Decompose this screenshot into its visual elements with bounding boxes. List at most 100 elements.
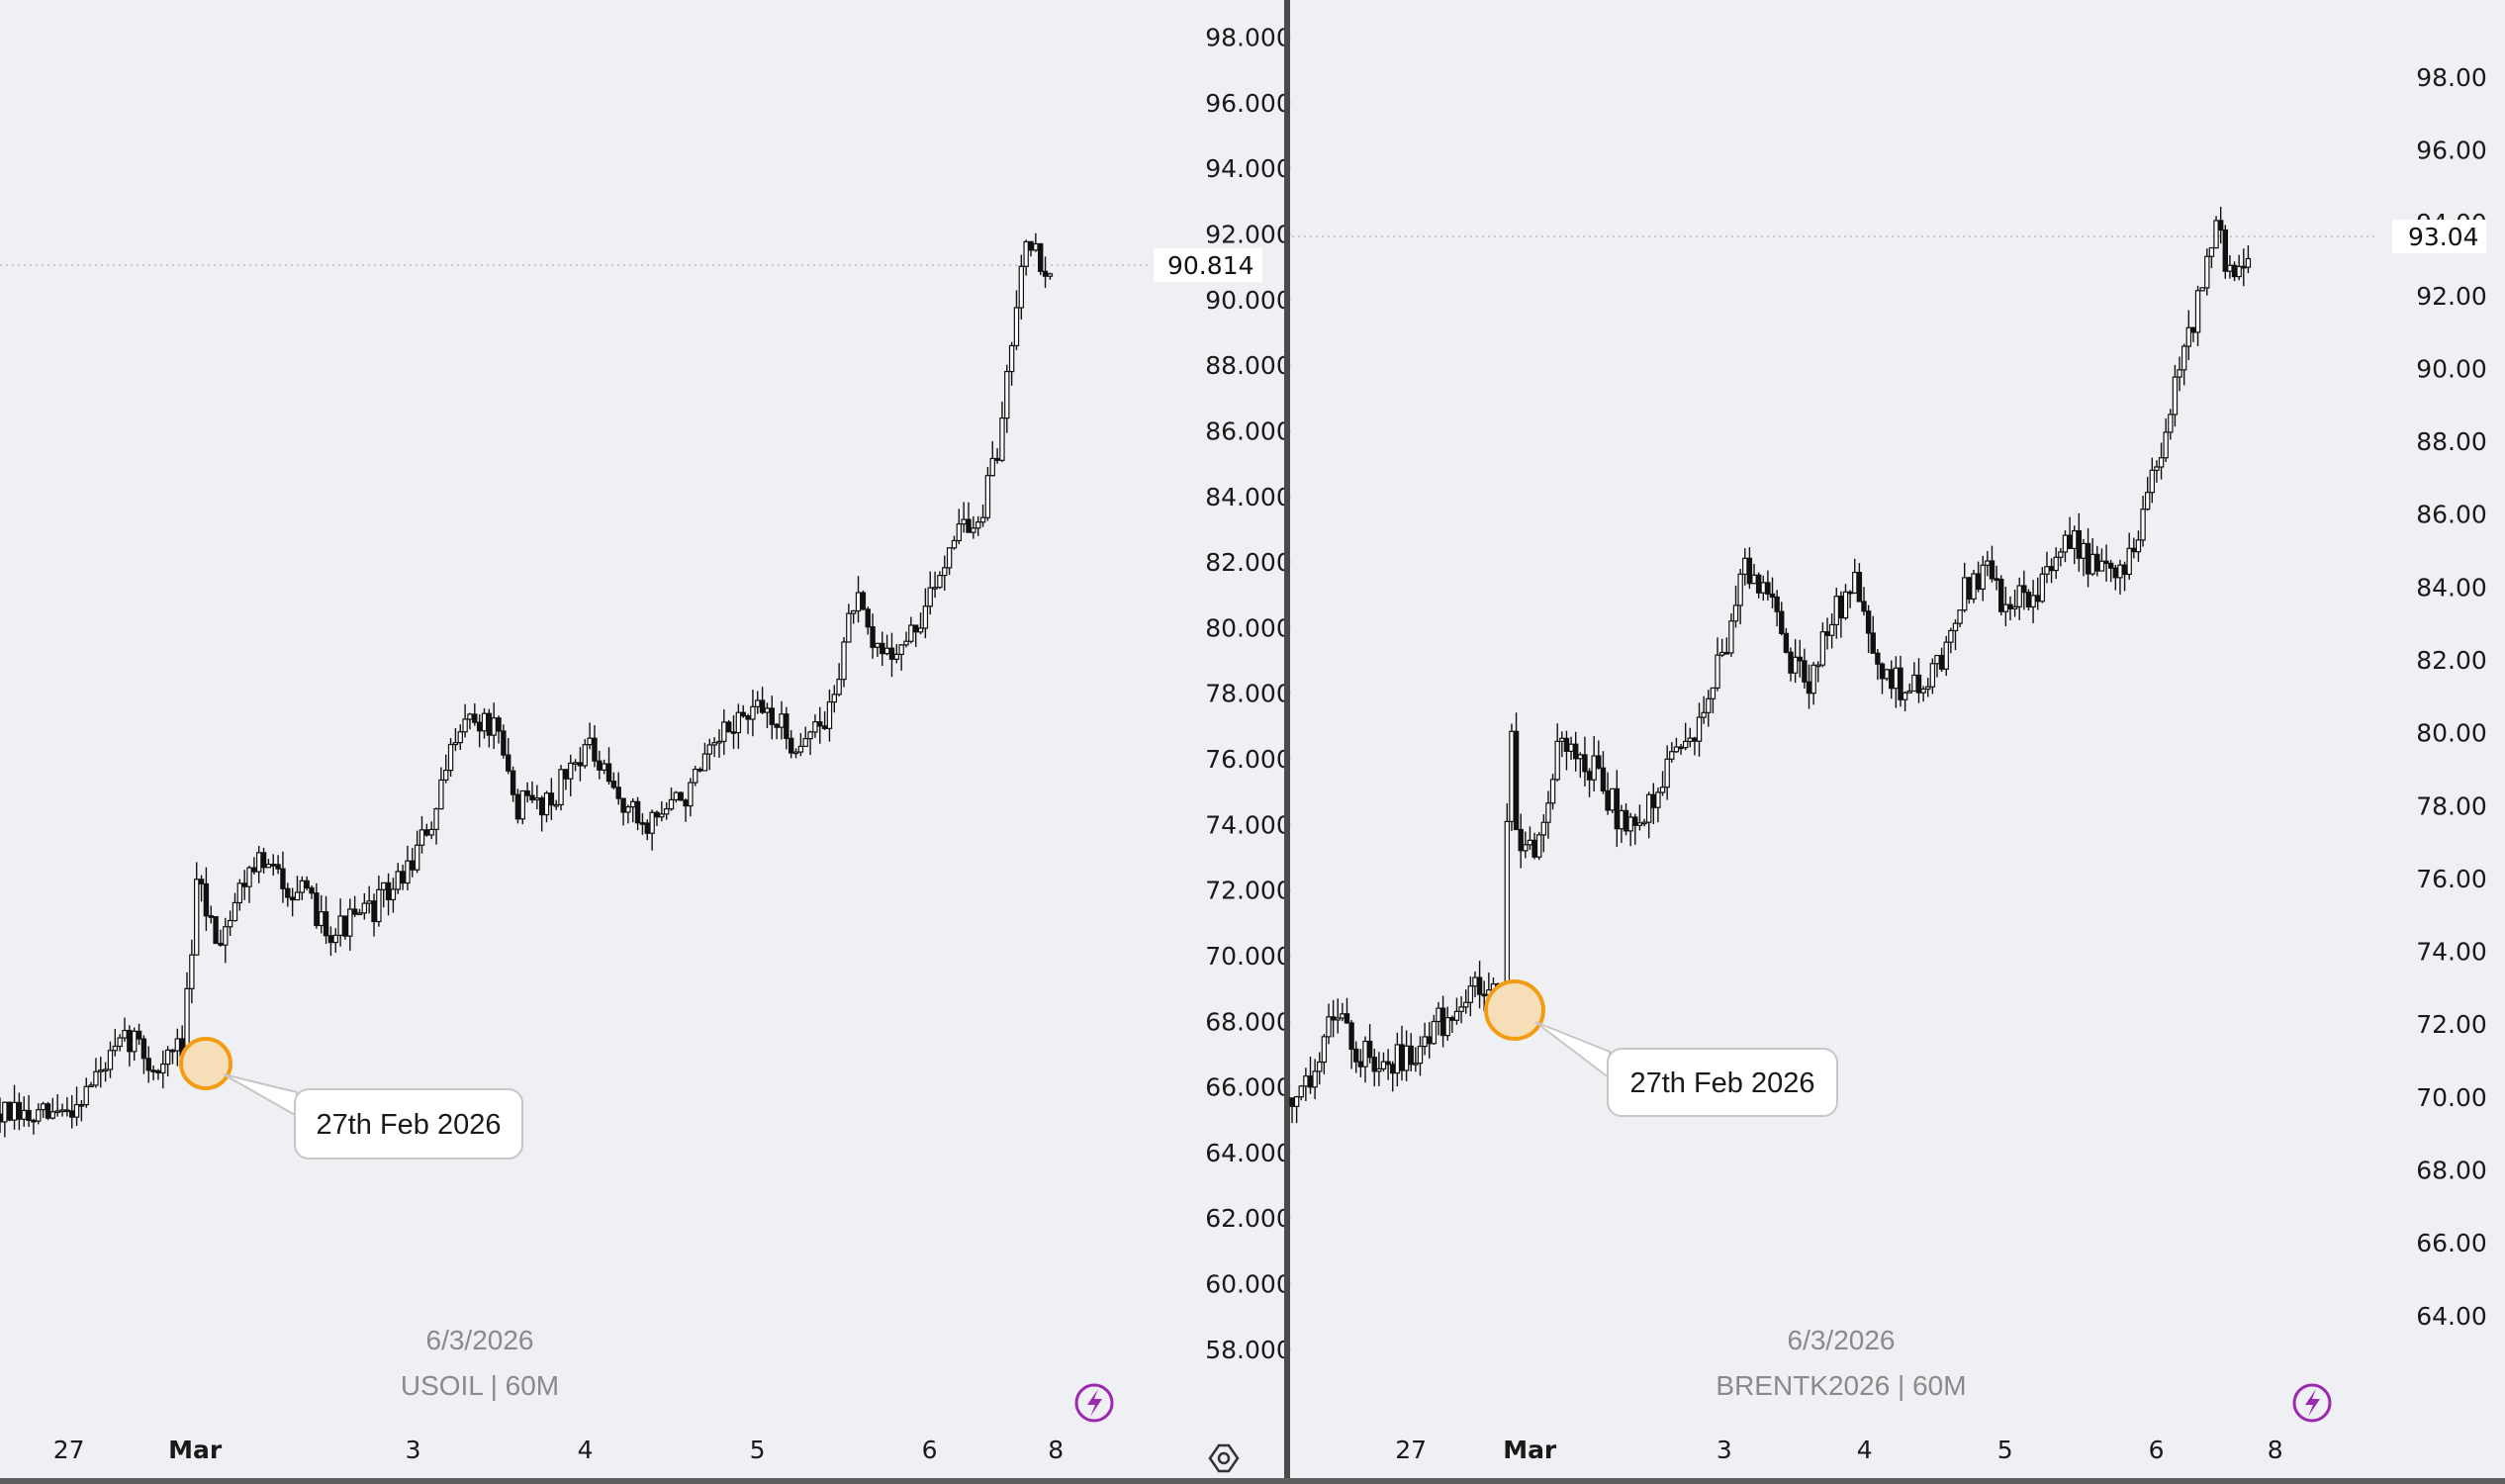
candle-body [1783,632,1790,653]
left-time-axis[interactable]: 27 Mar 3 4 5 6 8 [53,1436,1064,1464]
candle-body [2007,603,2013,609]
annotation-circle[interactable] [179,1037,232,1090]
candle [1600,751,1607,794]
candle-body [2149,469,2156,494]
candle [659,801,665,822]
candle [582,739,588,769]
candle [850,609,857,624]
candle [1008,341,1015,386]
price-tick-label: 96.000 [1205,89,1291,118]
candle [1047,272,1054,280]
candle [223,917,229,964]
candle [2180,343,2187,386]
settings-icon[interactable] [1208,1443,1240,1473]
candle-body [975,521,981,529]
candle [491,702,497,750]
candle-body [1985,560,1991,566]
candle-body [1531,839,1537,858]
candle-body [1760,582,1766,594]
lightning-icon[interactable] [1074,1383,1114,1423]
candle [275,855,281,875]
candle [553,799,559,810]
candle [472,703,478,726]
annotation-callout[interactable]: 27th Feb 2026 [1484,979,1838,1117]
candle [476,714,483,748]
candle-body [1728,620,1734,654]
callout-label: 27th Feb 2026 [316,1109,501,1141]
candle [2126,532,2132,580]
candle [1376,1052,1382,1086]
time-tick-label: 6 [2149,1436,2165,1464]
candle-body [1523,844,1529,852]
candle [1476,961,1483,1009]
candle [1353,1041,1359,1073]
candle [1728,613,1734,657]
right-time-axis[interactable]: 27 Mar 3 4 5 6 8 [1395,1436,2282,1464]
candle-body [510,770,516,795]
price-tick-label: 98.000 [1205,24,1291,52]
candle-body [457,731,463,744]
candle [860,590,867,610]
candle [64,1097,70,1117]
candle-body [59,1109,65,1113]
candle-body [1989,560,1995,580]
candle [1779,602,1785,636]
time-tick-label: 4 [1857,1436,1873,1464]
lightning-icon[interactable] [2292,1383,2332,1423]
candle-body [1376,1067,1382,1072]
left-chart-pane[interactable]: 98.000 96.000 94.000 92.000 90.000 88.000 86.0… [0,24,1292,1473]
candle-body [1847,591,1853,595]
candle-body [831,694,838,703]
candle-body [649,811,655,834]
candle [2103,544,2109,582]
candle-body [49,1111,56,1119]
candle-body [366,900,372,904]
candle-body [625,806,631,813]
candle [630,797,636,823]
candle-body [1980,564,1986,591]
candle [132,1027,138,1062]
callout-box[interactable] [1607,1048,1838,1117]
candle-body [1572,743,1579,760]
candle-body [2154,466,2160,471]
annotation-circle[interactable] [1484,979,1545,1041]
right-chart-pane[interactable]: 98.0096.0094.0092.0090.0088.0086.0084.00… [1289,63,2487,1464]
candle [1549,774,1556,810]
candle [1298,1084,1304,1101]
candle-body [529,794,535,801]
candle [966,502,972,533]
candle-body [1765,582,1771,596]
candle-body [592,737,598,762]
candle-body [1948,629,1954,643]
candle [937,571,943,590]
candle-body [1755,574,1762,594]
candle-body [2011,605,2018,609]
candle-body [299,880,306,893]
candle-body [1340,1013,1345,1019]
callout-box[interactable] [294,1088,523,1159]
price-tick-label: 64.000 [1205,1139,1291,1167]
pane-divider[interactable] [1284,0,1290,1484]
candle [1038,242,1044,276]
candle [649,809,655,851]
candle-body [821,725,828,729]
candle-body [1797,656,1803,662]
candle-body [750,705,756,720]
candle-body [1399,1044,1405,1071]
candle-body [693,768,698,784]
candle-body [1008,344,1015,373]
left-price-axis[interactable]: 98.000 96.000 94.000 92.000 90.000 88.000 86.0… [1205,24,1291,1364]
right-price-axis[interactable]: 98.0096.0094.0092.0090.0088.0086.0084.00… [2416,63,2487,1331]
candle-body [1467,985,1474,1003]
candle [337,898,343,947]
candle [1417,1036,1424,1076]
candle-body [1966,577,1973,601]
annotation-callout[interactable]: 27th Feb 2026 [179,1037,523,1159]
price-tick-label: 86.000 [1205,417,1291,445]
candle [467,712,473,730]
candle [2016,577,2022,620]
price-tick-label: 82.000 [1205,548,1291,577]
candle [587,722,593,750]
price-tick-label: 84.000 [1205,483,1291,511]
candle-body [1701,711,1707,718]
